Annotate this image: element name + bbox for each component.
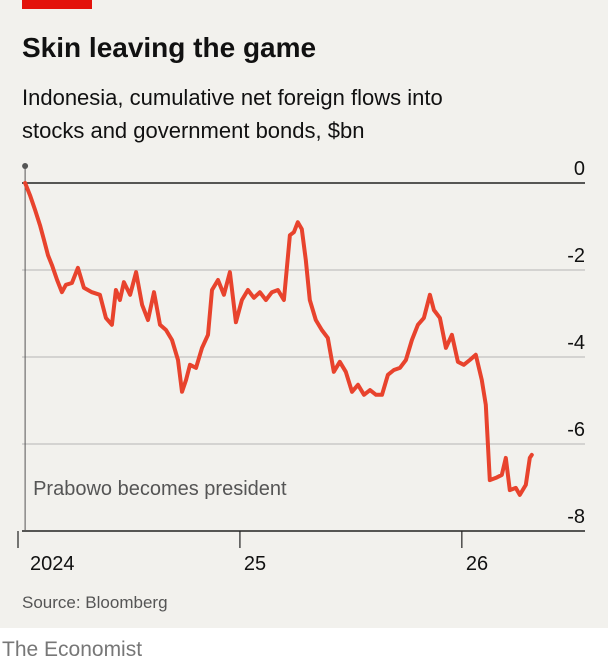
brand: The Economist: [2, 638, 142, 661]
chart-background: [0, 0, 608, 628]
chart-subtitle: stocks and government bonds, $bn: [22, 118, 364, 143]
y-tick-label: -4: [567, 332, 585, 354]
chart-subtitle: Indonesia, cumulative net foreign flows …: [22, 85, 443, 110]
x-tick-label: 2024: [30, 553, 75, 575]
brand-bar: [22, 0, 92, 9]
y-tick-label: -2: [567, 245, 585, 267]
y-tick-label: -6: [567, 419, 585, 441]
x-tick-label: 26: [466, 553, 488, 575]
x-tick-label: 25: [244, 553, 266, 575]
data-line: [23, 181, 534, 497]
y-tick-label: 0: [574, 158, 585, 180]
annotation-dot: [22, 163, 29, 169]
chart-title: Skin leaving the game: [22, 32, 316, 63]
source: Source: Bloomberg: [22, 593, 168, 612]
annotation-text: Prabowo becomes president: [33, 478, 287, 500]
y-tick-label: -8: [567, 506, 585, 528]
